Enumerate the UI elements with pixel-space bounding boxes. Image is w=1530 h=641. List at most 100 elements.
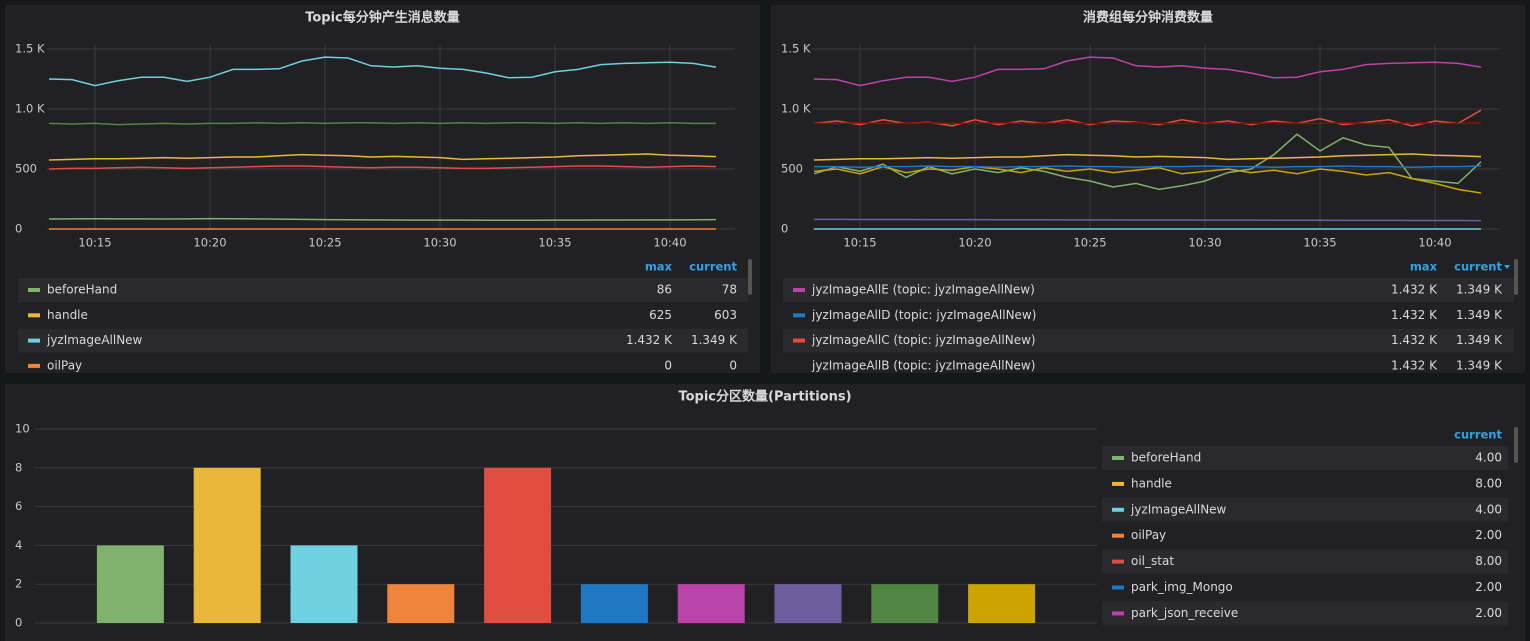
x-tick-label: 10:35: [1303, 236, 1336, 250]
panel-title: 消费组每分钟消费数量: [1083, 10, 1213, 26]
panel-title: Topic分区数量(Partitions): [678, 389, 851, 405]
legend-value: 0: [664, 358, 672, 372]
y-tick-label: 0: [781, 222, 788, 236]
legend-header: current: [689, 260, 737, 274]
legend-value: 1.349 K: [1456, 308, 1503, 322]
x-tick-label: 10:20: [193, 236, 226, 250]
legend-value: 0: [729, 358, 737, 372]
panel-content: Topic分区数量(Partitions) 0 2 4 6 8 10 current befor…: [15, 389, 1518, 630]
legend-swatch: [1112, 611, 1124, 616]
legend-swatch: [28, 338, 40, 343]
legend-row-bg: [1102, 497, 1508, 522]
legend-swatch: [1112, 456, 1124, 460]
legend-value: 4.00: [1475, 451, 1502, 465]
y-tick-label: 2: [15, 577, 22, 591]
bar: [484, 467, 552, 623]
x-tick-label: 10:40: [653, 236, 686, 250]
bar: [193, 467, 261, 623]
x-tick-label: 10:40: [1418, 236, 1451, 250]
series-line: [813, 153, 1482, 161]
bar: [580, 584, 648, 623]
legend-swatch: [28, 363, 40, 368]
y-tick-label: 500: [781, 162, 803, 176]
series-line: [48, 153, 717, 161]
legend-value: 1.432 K: [1391, 333, 1438, 347]
legend-name: handle: [47, 308, 88, 322]
x-tick-label: 10:15: [78, 236, 111, 250]
panel-content: Topic每分钟产生消息数量 0 500 1.0 K 1.5 K 10:15 10:20 10…: [15, 10, 752, 372]
scrollbar: [1514, 427, 1518, 463]
legend-header: max: [1410, 260, 1438, 274]
legend-name: handle: [1131, 476, 1172, 490]
legend-name: oilPay: [47, 358, 82, 372]
legend-value: 603: [714, 308, 737, 322]
legend-value: 1.432 K: [626, 333, 673, 347]
legend-value: 1.349 K: [1456, 283, 1503, 297]
bar: [774, 584, 842, 623]
series-line: [813, 133, 1482, 191]
x-tick-label: 10:30: [1188, 236, 1221, 250]
series-line: [814, 165, 1482, 168]
legend-swatch: [1112, 533, 1124, 538]
legend-value: 2.00: [1475, 606, 1502, 620]
legend-row-bg: [1102, 601, 1508, 626]
bar: [96, 545, 164, 623]
legend-header: current: [1454, 260, 1502, 274]
legend-value: 8.00: [1475, 554, 1502, 568]
legend-name: beforeHand: [47, 283, 117, 297]
series-line: [814, 122, 1482, 125]
legend-value: 1.349 K: [691, 333, 738, 347]
legend-swatch: [1112, 507, 1124, 512]
series-line: [48, 217, 717, 221]
bar: [677, 584, 745, 623]
legend-value: 1.349 K: [1456, 358, 1503, 372]
bar: [387, 584, 455, 623]
series-line: [48, 165, 717, 170]
legend-header: current: [1454, 428, 1502, 442]
y-tick-label: 0: [15, 222, 22, 236]
sort-arrow: [1504, 265, 1510, 269]
legend-value: 4.00: [1475, 502, 1502, 516]
legend-name: jyzImageAllD (topic: jyzImageAllNew): [811, 308, 1036, 322]
y-tick-label: 1.5 K: [15, 42, 45, 56]
legend-value: 86: [657, 283, 672, 297]
legend-row-bg: [783, 328, 1514, 353]
legend-swatch: [793, 338, 805, 343]
scrollbar: [748, 259, 752, 295]
legend-name: jyzImageAllC (topic: jyzImageAllNew): [811, 333, 1036, 347]
y-tick-label: 4: [15, 538, 22, 552]
x-tick-label: 10:30: [423, 236, 456, 250]
legend-name: jyzImageAllE (topic: jyzImageAllNew): [811, 283, 1035, 297]
y-tick-label: 1.0 K: [781, 102, 811, 116]
legend-row-bg: [18, 328, 748, 353]
legend-value: 78: [722, 283, 737, 297]
y-tick-label: 6: [15, 499, 22, 513]
legend-name: park_json_receive: [1131, 606, 1238, 620]
x-tick-label: 10:25: [308, 236, 341, 250]
legend-value: 2.00: [1475, 528, 1502, 542]
x-tick-label: 10:15: [843, 236, 876, 250]
legend-row-bg: [1102, 446, 1508, 470]
series-line: [48, 122, 716, 126]
legend-swatch: [793, 288, 805, 292]
legend-row-bg: [18, 278, 748, 302]
panel-content: 消费组每分钟消费数量 0 500 1.0 K 1.5 K 10:15 10:20 10:25 1…: [781, 10, 1518, 372]
legend-name: beforeHand: [1131, 451, 1201, 465]
legend-value: 8.00: [1475, 476, 1502, 490]
legend-swatch: [1112, 559, 1124, 564]
legend-swatch: [28, 313, 40, 318]
y-tick-label: 1.5 K: [781, 42, 811, 56]
legend-name: park_img_Mongo: [1131, 580, 1233, 594]
x-tick-label: 10:20: [958, 236, 991, 250]
panel-title: Topic每分钟产生消息数量: [305, 10, 460, 26]
panel: [5, 5, 760, 373]
series-line: [814, 218, 1482, 222]
legend-row-bg: [783, 278, 1514, 302]
bar: [290, 545, 358, 623]
legend-name: jyzImageAllNew: [1130, 502, 1227, 516]
y-tick-label: 1.0 K: [15, 102, 45, 116]
legend-swatch: [1112, 585, 1124, 590]
series-line: [813, 165, 1482, 194]
legend-swatch: [1112, 481, 1124, 486]
